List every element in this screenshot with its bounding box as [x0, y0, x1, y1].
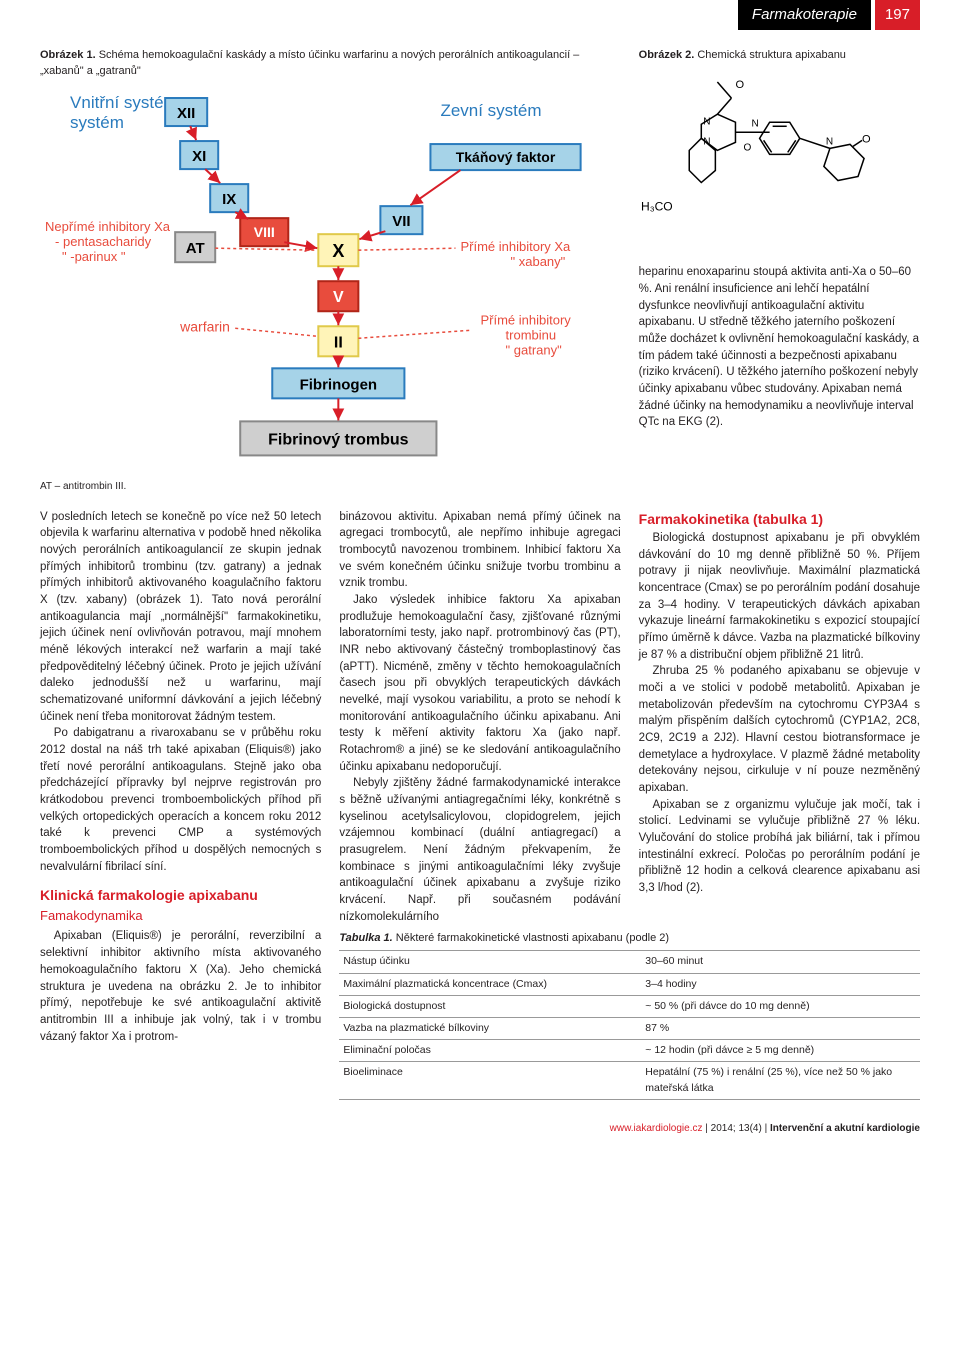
svg-text:N: N — [751, 118, 758, 129]
footer-site: www.iakardiologie.cz — [610, 1123, 703, 1134]
table-row: BioeliminaceHepatální (75 %) i renální (… — [339, 1062, 920, 1099]
antithrombin-box: AT — [186, 240, 205, 257]
factor-v: V — [333, 289, 344, 306]
warfarin-label: warfarin — [179, 318, 230, 334]
table-1: Tabulka 1. Některé farmakokinetické vlas… — [339, 931, 920, 1099]
fig2-num: Obrázek 2. — [639, 49, 695, 61]
extrinsic-system-label: Zevní systém — [440, 101, 541, 120]
footer-issue: 2014; 13(4) — [711, 1123, 762, 1134]
col3-paragraph-2: Biologická dostupnost apixabanu je při o… — [639, 530, 920, 663]
table-row: Nástup účinku30–60 minut — [339, 951, 920, 973]
col1-paragraph-2: Po dabigatranu a rivaroxabanu se v průbě… — [40, 725, 321, 875]
col1-paragraph-3: Apixaban (Eliquis®) je perorální, reverz… — [40, 928, 321, 1045]
section-label: Farmakoterapie — [738, 0, 871, 30]
pharmacodynamics-subheading: Famakodynamika — [40, 907, 321, 926]
col2-paragraph-3: Nebyly zjištěny žádné farmakodynamické i… — [339, 775, 620, 925]
col1-paragraph-1: V posledních letech se konečně po více n… — [40, 509, 321, 726]
svg-text:O: O — [743, 142, 751, 153]
coagulation-cascade-diagram: Vnitřní systém systém Zevní systém Tkáňo… — [40, 86, 621, 476]
column-3: Farmakokinetika (tabulka 1) Biologická d… — [639, 509, 920, 926]
direct-thrombin-inhibitors-label: Přímé inhibitory trombinu " gatrany" — [480, 312, 574, 357]
col2-paragraph-2: Jako výsledek inhibice faktoru Xa apixab… — [339, 592, 620, 775]
column-1: V posledních letech se konečně po více n… — [40, 509, 321, 1100]
table1-num: Tabulka 1. — [339, 932, 392, 944]
fig1-text: Schéma hemokoagulační kaskády a místo úč… — [40, 49, 579, 77]
col3-paragraph-4: Apixaban se z organizmu vylučuje jak moč… — [639, 797, 920, 897]
table-row: Biologická dostupnost~ 50 % (při dávce d… — [339, 995, 920, 1017]
factor-x: X — [332, 241, 344, 261]
factor-xii: XII — [177, 105, 195, 122]
apixaban-structure: O N N N O — [639, 70, 920, 241]
column-3-top: Obrázek 2. Chemická struktura apixabanu … — [639, 48, 920, 505]
pharmacokinetics-heading: Farmakokinetika (tabulka 1) — [639, 509, 920, 529]
page-header: Farmakoterapie 197 — [40, 0, 920, 30]
table-row: Eliminační poločas~ 12 hodin (při dávce … — [339, 1040, 920, 1062]
figure-2: Obrázek 2. Chemická struktura apixabanu … — [639, 48, 920, 246]
table-1-caption: Tabulka 1. Některé farmakokinetické vlas… — [339, 931, 920, 950]
page-number: 197 — [875, 0, 920, 30]
col2-paragraph-1: binázovou aktivitu. Apixaban nemá přímý … — [339, 509, 620, 592]
svg-text:O: O — [862, 133, 871, 145]
figure-1-note: AT – antitrombin III. — [40, 480, 621, 495]
column-2: binázovou aktivitu. Apixaban nemá přímý … — [339, 509, 620, 926]
svg-text:N: N — [703, 116, 710, 127]
svg-text:N: N — [826, 136, 833, 147]
col3-paragraph-1: heparinu enoxaparinu stoupá aktivita ant… — [639, 264, 920, 431]
factor-vii: VII — [392, 213, 410, 230]
factor-ii: II — [334, 334, 343, 351]
methoxy-label: H₃CO — [641, 199, 673, 213]
factor-xi: XI — [192, 148, 206, 165]
svg-text:O: O — [735, 79, 744, 91]
fig2-text: Chemická struktura apixabanu — [694, 49, 846, 61]
page-footer: www.iakardiologie.cz | 2014; 13(4) | Int… — [40, 1122, 920, 1137]
fig1-num: Obrázek 1. — [40, 49, 96, 61]
footer-journal: Intervenční a akutní kardiologie — [770, 1123, 920, 1134]
fibrinogen-box: Fibrinogen — [300, 376, 378, 393]
table-row: Vazba na plazmatické bílkoviny87 % — [339, 1017, 920, 1039]
factor-ix: IX — [222, 191, 236, 208]
indirect-xa-inhibitors-label: Nepřímé inhibitory Xa - pentasacharidy "… — [45, 219, 174, 264]
clinical-pharmacology-heading: Klinická farmakologie apixabanu — [40, 885, 321, 905]
factor-viii: VIII — [254, 224, 275, 240]
figure-1-caption: Obrázek 1. Schéma hemokoagulační kaskády… — [40, 48, 621, 80]
col3-paragraph-3: Zhruba 25 % podaného apixabanu se objevu… — [639, 663, 920, 796]
figure-2-caption: Obrázek 2. Chemická struktura apixabanu — [639, 48, 920, 64]
figure-1: Obrázek 1. Schéma hemokoagulační kaskády… — [40, 48, 621, 495]
tissue-factor-label: Tkáňový faktor — [456, 149, 556, 165]
table-row: Maximální plazmatická koncentrace (Cmax)… — [339, 973, 920, 995]
direct-xa-inhibitors-label: Přímé inhibitory Xa " xabany" — [460, 239, 573, 269]
table1-text: Některé farmakokinetické vlastnosti apix… — [393, 932, 669, 944]
fibrin-thrombus-box: Fibrinový trombus — [268, 431, 409, 448]
